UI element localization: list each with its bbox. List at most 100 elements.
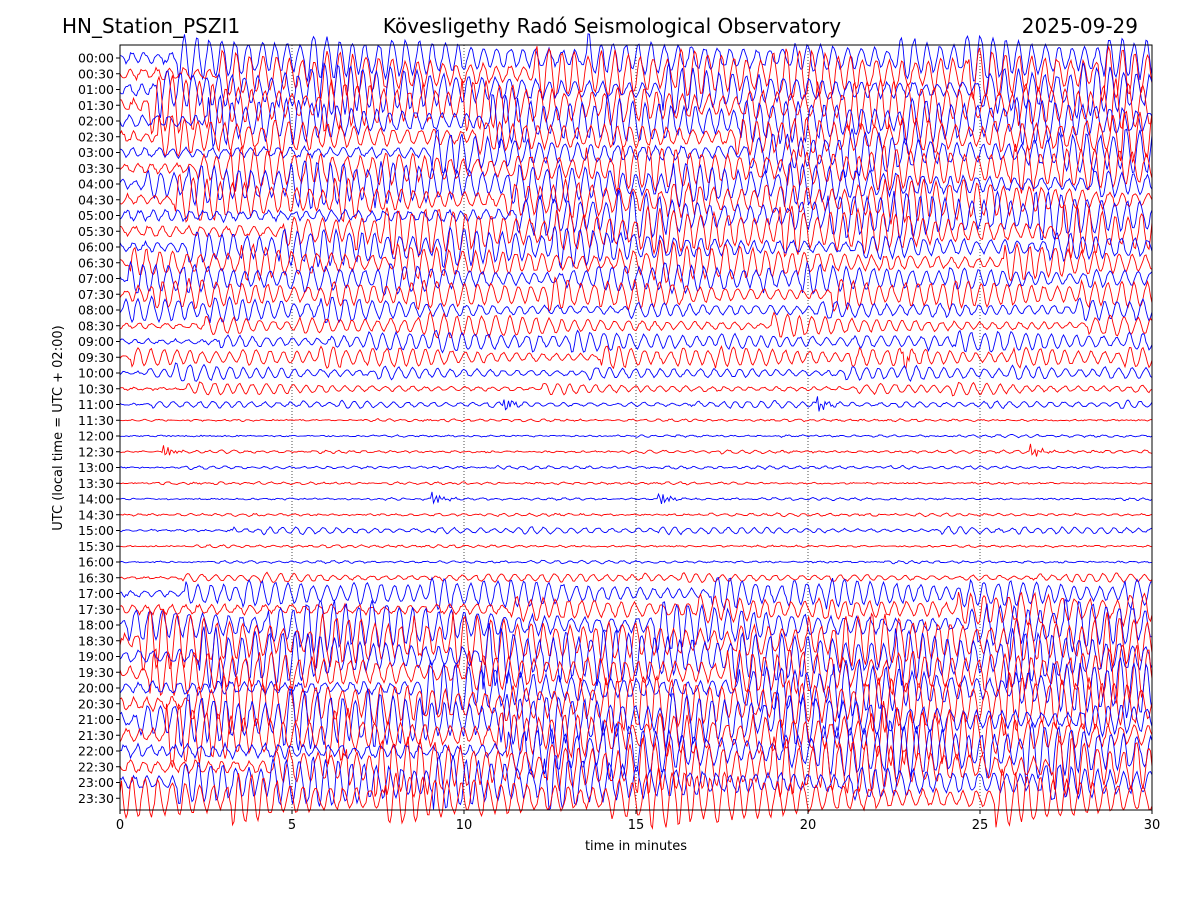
y-tick-label: 03:30 [78, 161, 114, 176]
y-tick-label: 22:00 [78, 744, 114, 759]
y-tick-label: 12:30 [78, 444, 114, 459]
trace-1630 [119, 571, 1153, 585]
trace-1900 [119, 623, 1153, 690]
trace-2200 [119, 720, 1153, 784]
y-tick-label: 19:00 [78, 649, 114, 664]
y-tick-label: 09:30 [78, 350, 114, 365]
y-tick-label: 23:00 [78, 775, 114, 790]
y-tick-label: 22:30 [78, 759, 114, 774]
trace-0900 [119, 329, 1153, 354]
trace-1200 [119, 433, 1153, 439]
trace-1230 [119, 443, 1153, 457]
y-tick-label: 10:30 [78, 381, 114, 396]
trace-0330 [119, 143, 1153, 194]
y-tick-label: 05:30 [78, 224, 114, 239]
y-tick-label: 17:30 [78, 602, 114, 617]
trace-1000 [119, 362, 1153, 383]
y-tick-label: 16:00 [78, 555, 114, 570]
y-tick-label: 19:30 [78, 665, 114, 680]
trace-1700 [119, 576, 1153, 611]
y-tick-label: 17:00 [78, 586, 114, 601]
y-tick-label: 07:00 [78, 271, 114, 286]
y-tick-label: 11:00 [78, 397, 114, 412]
trace-2100 [119, 687, 1153, 751]
trace-0800 [119, 295, 1153, 324]
trace-1330 [120, 481, 1153, 486]
trace-2030 [119, 672, 1153, 737]
y-tick-label: 02:00 [78, 114, 114, 129]
y-tick-label: 11:30 [78, 413, 114, 428]
y-tick-label: 04:30 [78, 192, 114, 207]
trace-1830 [119, 608, 1153, 671]
y-tick-label: 05:00 [78, 208, 114, 223]
y-axis-label: UTC (local time = UTC + 02:00) [51, 325, 66, 530]
trace-1430 [119, 512, 1153, 518]
chart-date: 2025-09-29 [1021, 14, 1138, 38]
trace-1030 [119, 381, 1153, 397]
y-tick-label: 23:30 [78, 791, 114, 806]
y-tick-label: 06:00 [78, 240, 114, 255]
y-tick-label: 16:30 [78, 570, 114, 585]
trace-0430 [119, 173, 1153, 225]
trace-0700 [119, 260, 1153, 297]
y-tick-label: 00:00 [78, 51, 114, 66]
station-name: HN_Station_PSZI1 [62, 14, 241, 38]
y-tick-label: 01:30 [78, 98, 114, 113]
trace-1100 [119, 396, 1153, 412]
trace-0300 [119, 128, 1153, 178]
y-tick-label: 00:30 [78, 66, 114, 81]
trace-0200 [119, 94, 1153, 149]
y-tick-label: 15:00 [78, 523, 114, 538]
x-tick-label: 5 [288, 818, 296, 833]
y-tick-label: 03:00 [78, 145, 114, 160]
trace-1600 [119, 559, 1152, 565]
trace-0630 [119, 239, 1153, 284]
trace-group [119, 33, 1153, 830]
y-tick-label: 06:30 [78, 255, 114, 270]
y-tick-label: 21:00 [78, 712, 114, 727]
y-tick-label: 10:00 [78, 366, 114, 381]
y-tick-label: 01:00 [78, 82, 114, 97]
y-tick-label: 02:30 [78, 129, 114, 144]
y-tick-label: 20:00 [78, 681, 114, 696]
trace-2330 [119, 767, 1153, 830]
y-tick-label: 15:30 [78, 539, 114, 554]
trace-1530 [120, 544, 1153, 549]
x-tick-label: 25 [972, 818, 989, 833]
trace-2300 [119, 754, 1153, 811]
x-tick-label: 10 [456, 818, 473, 833]
trace-0230 [119, 110, 1153, 164]
trace-0830 [119, 310, 1153, 339]
x-tick-label: 0 [116, 818, 124, 833]
x-tick-label: 20 [800, 818, 817, 833]
y-tick-label: 13:30 [78, 476, 114, 491]
trace-0930 [119, 344, 1153, 370]
trace-1400 [119, 491, 1153, 505]
trace-0100 [119, 62, 1153, 120]
x-tick-label: 15 [628, 818, 645, 833]
y-tick-label: 12:00 [78, 429, 114, 444]
y-tick-label: 20:30 [78, 696, 114, 711]
trace-0000 [119, 33, 1153, 83]
y-tick-label: 13:00 [78, 460, 114, 475]
y-tick-label: 14:30 [78, 507, 114, 522]
y-tick-label: 14:00 [78, 492, 114, 507]
y-tick-label: 08:00 [78, 303, 114, 318]
y-tick-label: 21:30 [78, 728, 114, 743]
y-axis: 00:0000:3001:0001:3002:0002:3003:0003:30… [78, 51, 120, 806]
trace-0500 [119, 189, 1153, 243]
trace-0600 [119, 225, 1153, 269]
trace-2230 [119, 735, 1153, 798]
y-tick-label: 07:30 [78, 287, 114, 302]
trace-1130 [120, 417, 1153, 423]
trace-0400 [119, 160, 1153, 210]
x-axis: 0 5 10 15 20 25 30 [116, 810, 1160, 833]
y-tick-label: 04:00 [78, 177, 114, 192]
y-tick-label: 09:00 [78, 334, 114, 349]
trace-0030 [119, 45, 1153, 102]
y-tick-label: 08:30 [78, 318, 114, 333]
x-axis-label: time in minutes [585, 839, 687, 854]
trace-1930 [119, 644, 1153, 704]
trace-0530 [119, 204, 1153, 259]
